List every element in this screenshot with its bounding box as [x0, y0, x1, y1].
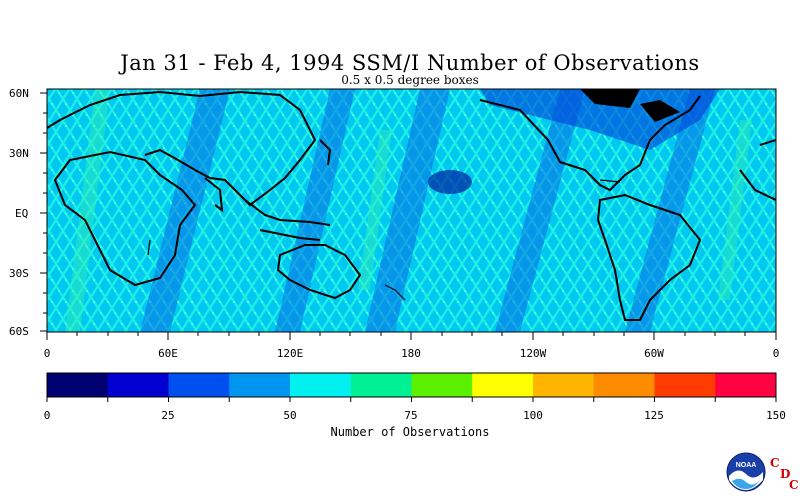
lat-label-60n: 60N	[9, 87, 29, 100]
cdc-letter-c2: C	[789, 478, 799, 492]
longitude-axis: 0 60E 120E 180 120W 60W 0	[44, 332, 780, 360]
lat-label-eq: EQ	[15, 207, 28, 220]
cb-label-150: 150	[766, 409, 786, 422]
colorbar-swatch	[229, 373, 291, 397]
cb-label-100: 100	[523, 409, 543, 422]
map-plot-area	[47, 89, 776, 332]
colorbar-swatch	[715, 373, 777, 397]
colorbar-ticks: 0 25 50 75 100 125 150	[44, 409, 786, 422]
cb-label-50: 50	[283, 409, 296, 422]
lon-label-0-east: 0	[773, 347, 780, 360]
cdc-letter-c1: C	[770, 456, 780, 470]
colorbar-swatch	[168, 373, 230, 397]
lat-label-30n: 30N	[9, 147, 29, 160]
colorbar-swatch	[593, 373, 655, 397]
lon-label-0-west: 0	[44, 347, 51, 360]
noaa-emblem-icon: NOAA	[726, 452, 766, 492]
cdc-letter-d: D	[780, 467, 791, 481]
lat-label-60s: 60S	[9, 325, 29, 338]
colorbar-swatch	[47, 373, 109, 397]
colorbar-title: Number of Observations	[330, 425, 490, 439]
noaa-logo: NOAA	[726, 452, 766, 496]
colorbar-swatch	[107, 373, 169, 397]
colorbar-swatch	[654, 373, 716, 397]
colorbar-swatch	[533, 373, 595, 397]
lon-label-60e: 60E	[158, 347, 178, 360]
colorbar-swatch	[290, 373, 352, 397]
cb-label-125: 125	[644, 409, 664, 422]
colorbar-swatch	[472, 373, 534, 397]
cb-label-0: 0	[44, 409, 51, 422]
lat-label-30s: 30S	[9, 267, 29, 280]
colorbar	[46, 372, 777, 402]
map-subtitle: 0.5 x 0.5 degree boxes	[341, 73, 479, 87]
noaa-logo-text: NOAA	[736, 462, 757, 469]
cb-label-75: 75	[404, 409, 417, 422]
lon-label-60w: 60W	[644, 347, 664, 360]
map-title: Jan 31 - Feb 4, 1994 SSM/I Number of Obs…	[120, 51, 700, 75]
lon-label-180: 180	[401, 347, 421, 360]
lon-label-120e: 120E	[277, 347, 304, 360]
latitude-axis: 60N 30N EQ 30S 60S	[9, 87, 47, 338]
colorbar-swatch	[411, 373, 473, 397]
lon-label-120w: 120W	[520, 347, 547, 360]
cb-label-25: 25	[161, 409, 174, 422]
colorbar-swatch	[350, 373, 412, 397]
